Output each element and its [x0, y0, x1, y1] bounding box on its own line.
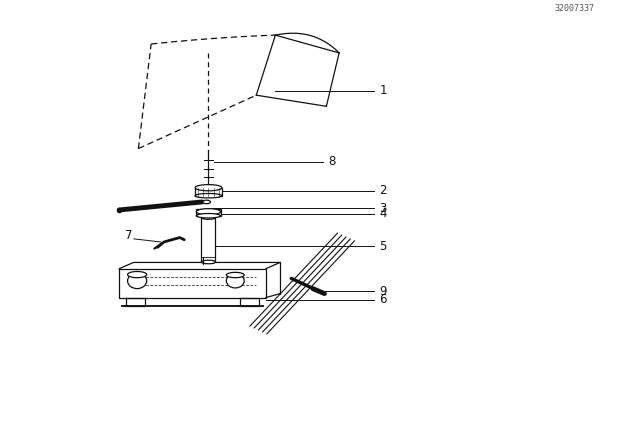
- Text: 9: 9: [380, 285, 387, 298]
- Ellipse shape: [127, 273, 147, 289]
- Ellipse shape: [202, 216, 216, 219]
- Ellipse shape: [227, 272, 244, 278]
- Ellipse shape: [227, 274, 244, 288]
- Ellipse shape: [203, 200, 211, 204]
- Text: 4: 4: [380, 207, 387, 220]
- Ellipse shape: [196, 214, 221, 218]
- Ellipse shape: [195, 185, 222, 191]
- Ellipse shape: [195, 194, 222, 198]
- Bar: [195, 188, 222, 196]
- Text: 5: 5: [380, 240, 387, 253]
- Text: 7: 7: [125, 229, 132, 242]
- Ellipse shape: [127, 271, 147, 278]
- Text: 8: 8: [328, 155, 335, 168]
- Text: 1: 1: [380, 84, 387, 97]
- Text: 6: 6: [380, 293, 387, 306]
- Text: 32007337: 32007337: [554, 4, 594, 13]
- Ellipse shape: [202, 260, 216, 264]
- Bar: [196, 209, 221, 216]
- Ellipse shape: [196, 209, 221, 215]
- Bar: [202, 218, 216, 262]
- Text: 2: 2: [380, 184, 387, 197]
- Text: 3: 3: [380, 202, 387, 215]
